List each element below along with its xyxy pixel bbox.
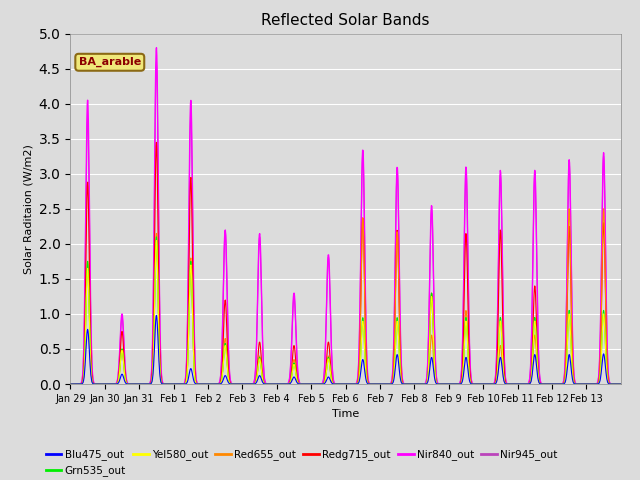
Blu475_out — [476, 381, 484, 387]
Blu475_out — [617, 381, 625, 387]
Grn535_out — [67, 381, 74, 387]
Redg715_out — [476, 381, 484, 387]
Yel580_out — [476, 381, 484, 387]
Blu475_out — [153, 314, 161, 320]
Redg715_out — [321, 372, 329, 378]
Yel580_out — [67, 381, 74, 387]
Red655_out — [617, 381, 625, 387]
X-axis label: Time: Time — [332, 409, 359, 419]
Red655_out — [332, 381, 339, 387]
Yel580_out — [557, 381, 564, 387]
Red655_out — [476, 381, 483, 387]
Redg715_out — [153, 146, 161, 152]
Line: Nir840_out: Nir840_out — [70, 48, 621, 384]
Grn535_out — [321, 376, 329, 382]
Line: Nir945_out: Nir945_out — [70, 62, 621, 384]
Blu475_out — [273, 381, 281, 387]
Line: Red655_out: Red655_out — [70, 209, 621, 384]
Redg715_out — [611, 381, 618, 387]
Nir945_out — [556, 381, 564, 387]
Grn535_out — [273, 381, 281, 387]
Nir840_out — [476, 381, 483, 387]
Grn535_out — [557, 381, 564, 387]
Red655_out — [556, 381, 564, 387]
Nir945_out — [153, 66, 161, 72]
Blu475_out — [321, 380, 329, 385]
Yel580_out — [273, 381, 281, 387]
Line: Yel580_out: Yel580_out — [70, 240, 621, 384]
Grn535_out — [617, 381, 625, 387]
Yel580_out — [153, 242, 161, 248]
Nir840_out — [321, 356, 329, 361]
Blu475_out — [332, 381, 340, 387]
Line: Redg715_out: Redg715_out — [70, 143, 621, 384]
Blu475_out — [557, 381, 564, 387]
Redg715_out — [557, 381, 564, 387]
Grn535_out — [153, 239, 161, 244]
Text: BA_arable: BA_arable — [79, 57, 141, 67]
Nir840_out — [556, 381, 564, 387]
Grn535_out — [332, 381, 340, 387]
Redg715_out — [152, 140, 160, 145]
Nir945_out — [476, 381, 483, 387]
Blu475_out — [67, 381, 74, 387]
Yel580_out — [611, 381, 618, 387]
Nir945_out — [152, 59, 160, 65]
Nir945_out — [610, 381, 618, 387]
Nir945_out — [67, 381, 74, 387]
Red655_out — [600, 206, 607, 212]
Yel580_out — [617, 381, 625, 387]
Redg715_out — [67, 381, 74, 387]
Nir945_out — [321, 356, 329, 362]
Yel580_out — [152, 238, 160, 243]
Nir840_out — [617, 381, 625, 387]
Blu475_out — [611, 381, 618, 387]
Grn535_out — [152, 234, 160, 240]
Blu475_out — [152, 312, 160, 318]
Redg715_out — [273, 381, 281, 387]
Yel580_out — [321, 377, 329, 383]
Nir840_out — [332, 381, 339, 387]
Y-axis label: Solar Raditaion (W/m2): Solar Raditaion (W/m2) — [23, 144, 33, 274]
Nir840_out — [67, 381, 74, 387]
Legend: Blu475_out, Grn535_out, Yel580_out, Red655_out, Redg715_out, Nir840_out, Nir945_: Blu475_out, Grn535_out, Yel580_out, Red6… — [42, 445, 561, 480]
Redg715_out — [332, 381, 340, 387]
Title: Reflected Solar Bands: Reflected Solar Bands — [261, 13, 430, 28]
Nir840_out — [610, 381, 618, 387]
Line: Blu475_out: Blu475_out — [70, 315, 621, 384]
Redg715_out — [617, 381, 625, 387]
Red655_out — [611, 381, 618, 387]
Line: Grn535_out: Grn535_out — [70, 237, 621, 384]
Grn535_out — [611, 381, 618, 387]
Red655_out — [152, 230, 160, 236]
Red655_out — [321, 378, 329, 384]
Nir945_out — [617, 381, 625, 387]
Nir945_out — [332, 381, 339, 387]
Red655_out — [273, 381, 281, 387]
Nir840_out — [153, 53, 161, 59]
Red655_out — [67, 381, 74, 387]
Yel580_out — [332, 381, 340, 387]
Grn535_out — [476, 381, 484, 387]
Nir840_out — [152, 45, 160, 51]
